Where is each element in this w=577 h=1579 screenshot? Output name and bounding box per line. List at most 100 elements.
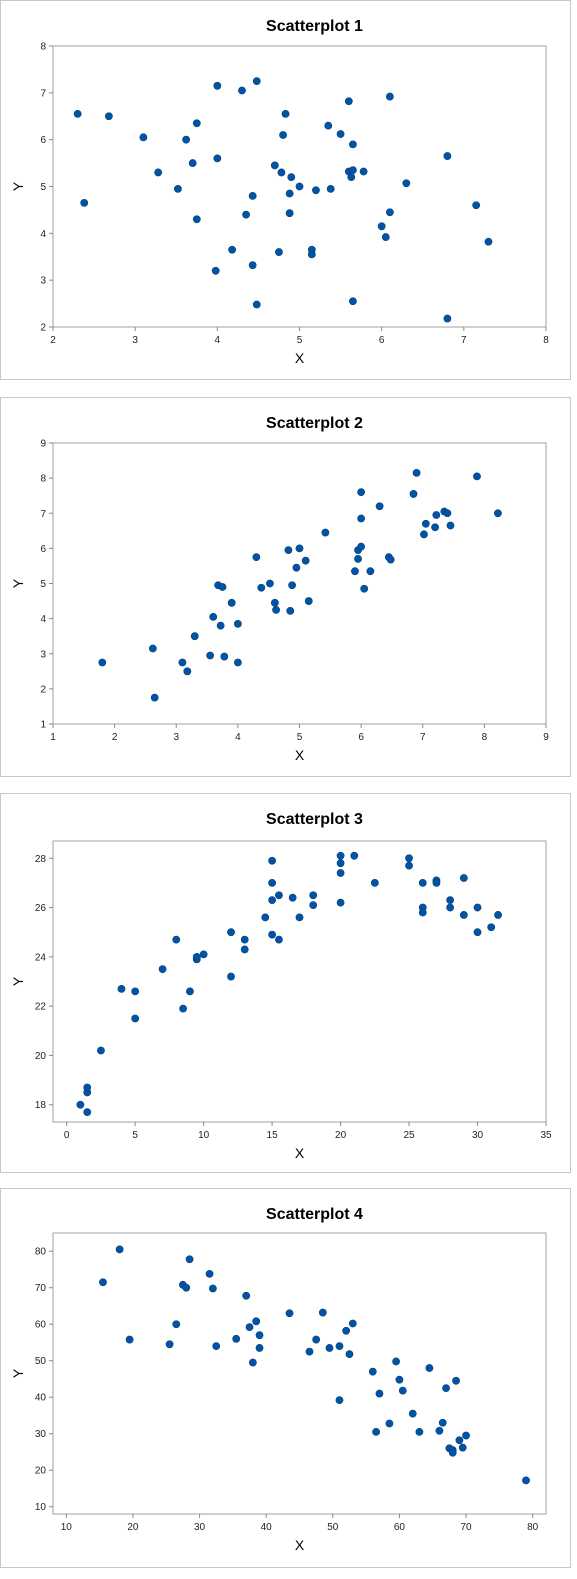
- data-point: [182, 135, 191, 144]
- y-axis-label: Y: [10, 181, 26, 191]
- data-point: [185, 1255, 194, 1264]
- data-point: [285, 189, 294, 198]
- x-axis-label: X: [295, 1145, 305, 1161]
- x-tick-label: 4: [235, 732, 241, 743]
- data-point: [182, 1283, 191, 1292]
- data-point: [408, 1409, 417, 1418]
- data-point: [268, 896, 277, 905]
- data-point: [405, 861, 413, 870]
- data-point: [272, 605, 280, 614]
- x-tick-label: 8: [543, 335, 549, 346]
- plot-frame: [52, 1232, 547, 1515]
- data-point: [336, 859, 345, 868]
- data-point: [80, 198, 89, 207]
- x-tick-label: 5: [132, 1130, 138, 1141]
- data-point: [233, 658, 242, 667]
- data-point: [268, 879, 277, 887]
- data-point: [442, 1384, 450, 1392]
- y-tick-label: 7: [40, 509, 46, 520]
- y-tick-label: 80: [35, 1247, 47, 1258]
- data-point: [252, 77, 261, 86]
- data-point: [238, 86, 246, 95]
- x-tick-label: 2: [112, 732, 118, 743]
- data-point: [336, 130, 345, 138]
- y-tick-label: 9: [40, 439, 46, 450]
- data-point: [412, 468, 421, 477]
- y-tick-label: 1: [40, 720, 46, 731]
- x-axis-label: X: [295, 350, 305, 366]
- x-tick-label: 30: [194, 1522, 206, 1533]
- chart-title: Scatterplot 3: [266, 811, 363, 828]
- data-point: [115, 1245, 124, 1254]
- x-tick-label: 6: [379, 335, 385, 346]
- x-tick-label: 2: [50, 335, 56, 346]
- data-point: [336, 851, 345, 860]
- y-tick-label: 8: [40, 474, 46, 485]
- data-point: [301, 556, 310, 565]
- data-point: [208, 1284, 217, 1293]
- data-point: [172, 1320, 181, 1329]
- x-tick-label: 3: [132, 335, 138, 346]
- scatterplot-panel-2: Scatterplot 2 1 2 3 4 5 6 7 8 9 1 2 3 4 5 6 7 8 9 X Y: [0, 397, 571, 777]
- data-point: [270, 161, 279, 170]
- data-point: [321, 528, 330, 537]
- y-tick-label: 20: [35, 1466, 47, 1477]
- data-point: [448, 1448, 457, 1457]
- data-point: [275, 935, 283, 944]
- data-point: [421, 519, 430, 528]
- data-point: [324, 121, 333, 130]
- data-point: [375, 502, 384, 511]
- y-tick-label: 24: [35, 952, 47, 963]
- scatterplot-panel-4: Scatterplot 4 10 20 30 40 50 60 70 80 10 20 30 40 50 6…: [0, 1188, 571, 1568]
- y-axis-label: Y: [10, 976, 26, 986]
- data-point: [287, 173, 296, 182]
- x-tick-label: 40: [261, 1522, 273, 1533]
- data-point: [409, 490, 418, 498]
- plot-frame: [52, 840, 547, 1123]
- x-tick-label: 15: [267, 1130, 279, 1141]
- data-point: [190, 632, 199, 641]
- data-point: [295, 913, 304, 922]
- y-tick-label: 20: [35, 1051, 47, 1062]
- x-tick-label: 20: [127, 1522, 139, 1533]
- y-tick-label: 4: [40, 614, 46, 625]
- y-axis-label: Y: [10, 578, 26, 588]
- y-tick-label: 10: [35, 1502, 47, 1513]
- data-point: [312, 186, 320, 195]
- data-point: [349, 297, 357, 306]
- data-point: [209, 612, 218, 621]
- data-point: [375, 1389, 384, 1398]
- data-point: [372, 1427, 381, 1436]
- data-point: [275, 891, 283, 900]
- data-point: [295, 544, 304, 553]
- data-point: [462, 1431, 470, 1440]
- data-point: [405, 854, 413, 863]
- data-point: [172, 935, 181, 944]
- data-point: [173, 184, 182, 193]
- data-point: [248, 261, 257, 270]
- data-point: [335, 1396, 344, 1405]
- y-tick-label: 7: [40, 88, 46, 99]
- data-point: [281, 110, 290, 118]
- data-point: [418, 879, 427, 887]
- data-point: [165, 1340, 174, 1349]
- data-point: [257, 583, 266, 592]
- data-point: [402, 179, 411, 188]
- data-point: [377, 222, 386, 231]
- data-point: [325, 1344, 334, 1352]
- y-tick-label: 26: [35, 903, 47, 914]
- data-point: [312, 1335, 321, 1344]
- data-point: [242, 1291, 251, 1300]
- y-tick-label: 6: [40, 544, 46, 555]
- data-point: [455, 1436, 464, 1445]
- y-tick-label: 40: [35, 1393, 47, 1404]
- x-tick-label: 5: [297, 335, 303, 346]
- data-point: [345, 1350, 354, 1359]
- data-point: [139, 133, 148, 142]
- chart-title: Scatterplot 2: [266, 415, 363, 432]
- data-point: [357, 488, 366, 497]
- data-point: [335, 1342, 344, 1351]
- data-point: [125, 1335, 134, 1344]
- data-point: [347, 173, 356, 182]
- data-point: [459, 911, 468, 919]
